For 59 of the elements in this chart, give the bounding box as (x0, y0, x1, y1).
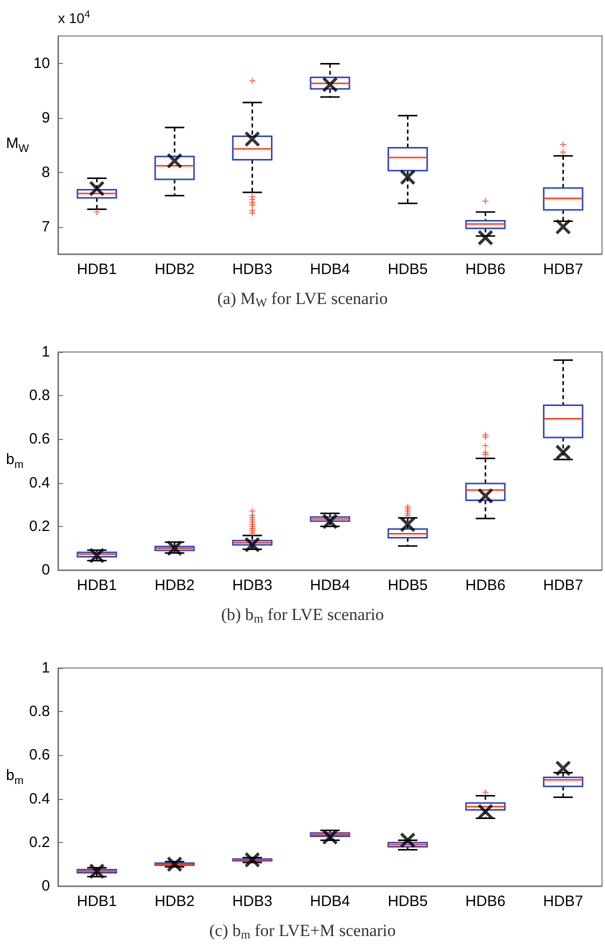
x-tick-label: HDB2 (154, 893, 195, 910)
y-tick-label: 0.2 (29, 518, 50, 535)
y-tick-label: 0.4 (29, 474, 50, 492)
point (322, 828, 338, 845)
point (400, 169, 416, 186)
y-tick-label: 9 (42, 109, 50, 126)
point (244, 131, 260, 148)
x-tick-label: HDB4 (310, 893, 350, 910)
x-tick-label: HDB2 (154, 577, 195, 594)
x-tick-label: HDB3 (232, 577, 272, 594)
y-tick-label: 0 (42, 878, 50, 894)
y-tick-label: 1 (42, 660, 50, 676)
x-tick-label: HDB1 (76, 261, 117, 278)
x-tick-label: HDB6 (465, 261, 506, 278)
y-tick-label: 0 (42, 562, 50, 578)
x-tick-label: HDB5 (388, 577, 428, 594)
point (400, 516, 416, 532)
y-tick-label: 0.2 (29, 834, 50, 851)
x-tick-label: HDB6 (465, 577, 506, 594)
x-tick-label: HDB3 (232, 261, 272, 278)
y-axis-title: b$_{m}$ (6, 451, 24, 471)
x-tick-label: HDB2 (154, 261, 195, 278)
point (555, 444, 572, 460)
point (88, 548, 105, 564)
point (555, 218, 572, 235)
y-axis-title: b$_{m}$ (6, 767, 24, 787)
point (477, 230, 494, 246)
x-tick-label: HDB7 (543, 893, 584, 910)
y-tick-label: 1 (42, 344, 50, 360)
point (322, 513, 338, 530)
point (88, 180, 105, 197)
x-tick-label: HDB1 (76, 577, 117, 594)
point (322, 76, 338, 93)
x-tick-label: HDB5 (388, 893, 428, 910)
y-tick-label: 8 (42, 164, 50, 181)
x-tick-label: HDB4 (310, 261, 350, 278)
point (244, 852, 260, 868)
x-tick-label: HDB7 (543, 577, 584, 594)
point (166, 540, 183, 556)
x-tick-label: HDB6 (465, 893, 506, 910)
x-tick-label: HDB5 (388, 261, 428, 278)
y-tick-label: 0.6 (29, 430, 50, 448)
point (400, 832, 416, 848)
y-tick-label: 0.6 (29, 746, 50, 764)
y-tick-label: 0.8 (29, 703, 50, 720)
point (166, 856, 183, 872)
point (555, 760, 572, 776)
x-tick-label: HDB4 (310, 577, 350, 594)
x-tick-label: HDB3 (232, 893, 272, 910)
y-tick-label: 0.4 (29, 790, 50, 808)
y-tick-label: 7 (42, 218, 50, 236)
point (477, 804, 494, 820)
y-tick-label: 10 (33, 54, 50, 72)
point (244, 536, 260, 553)
point (88, 863, 105, 880)
y-tick-label: 0.8 (29, 387, 50, 404)
y-axis-title: M$_{W}$ (6, 135, 29, 155)
x-tick-label: HDB7 (543, 261, 584, 278)
x-tick-label: HDB1 (76, 893, 117, 910)
